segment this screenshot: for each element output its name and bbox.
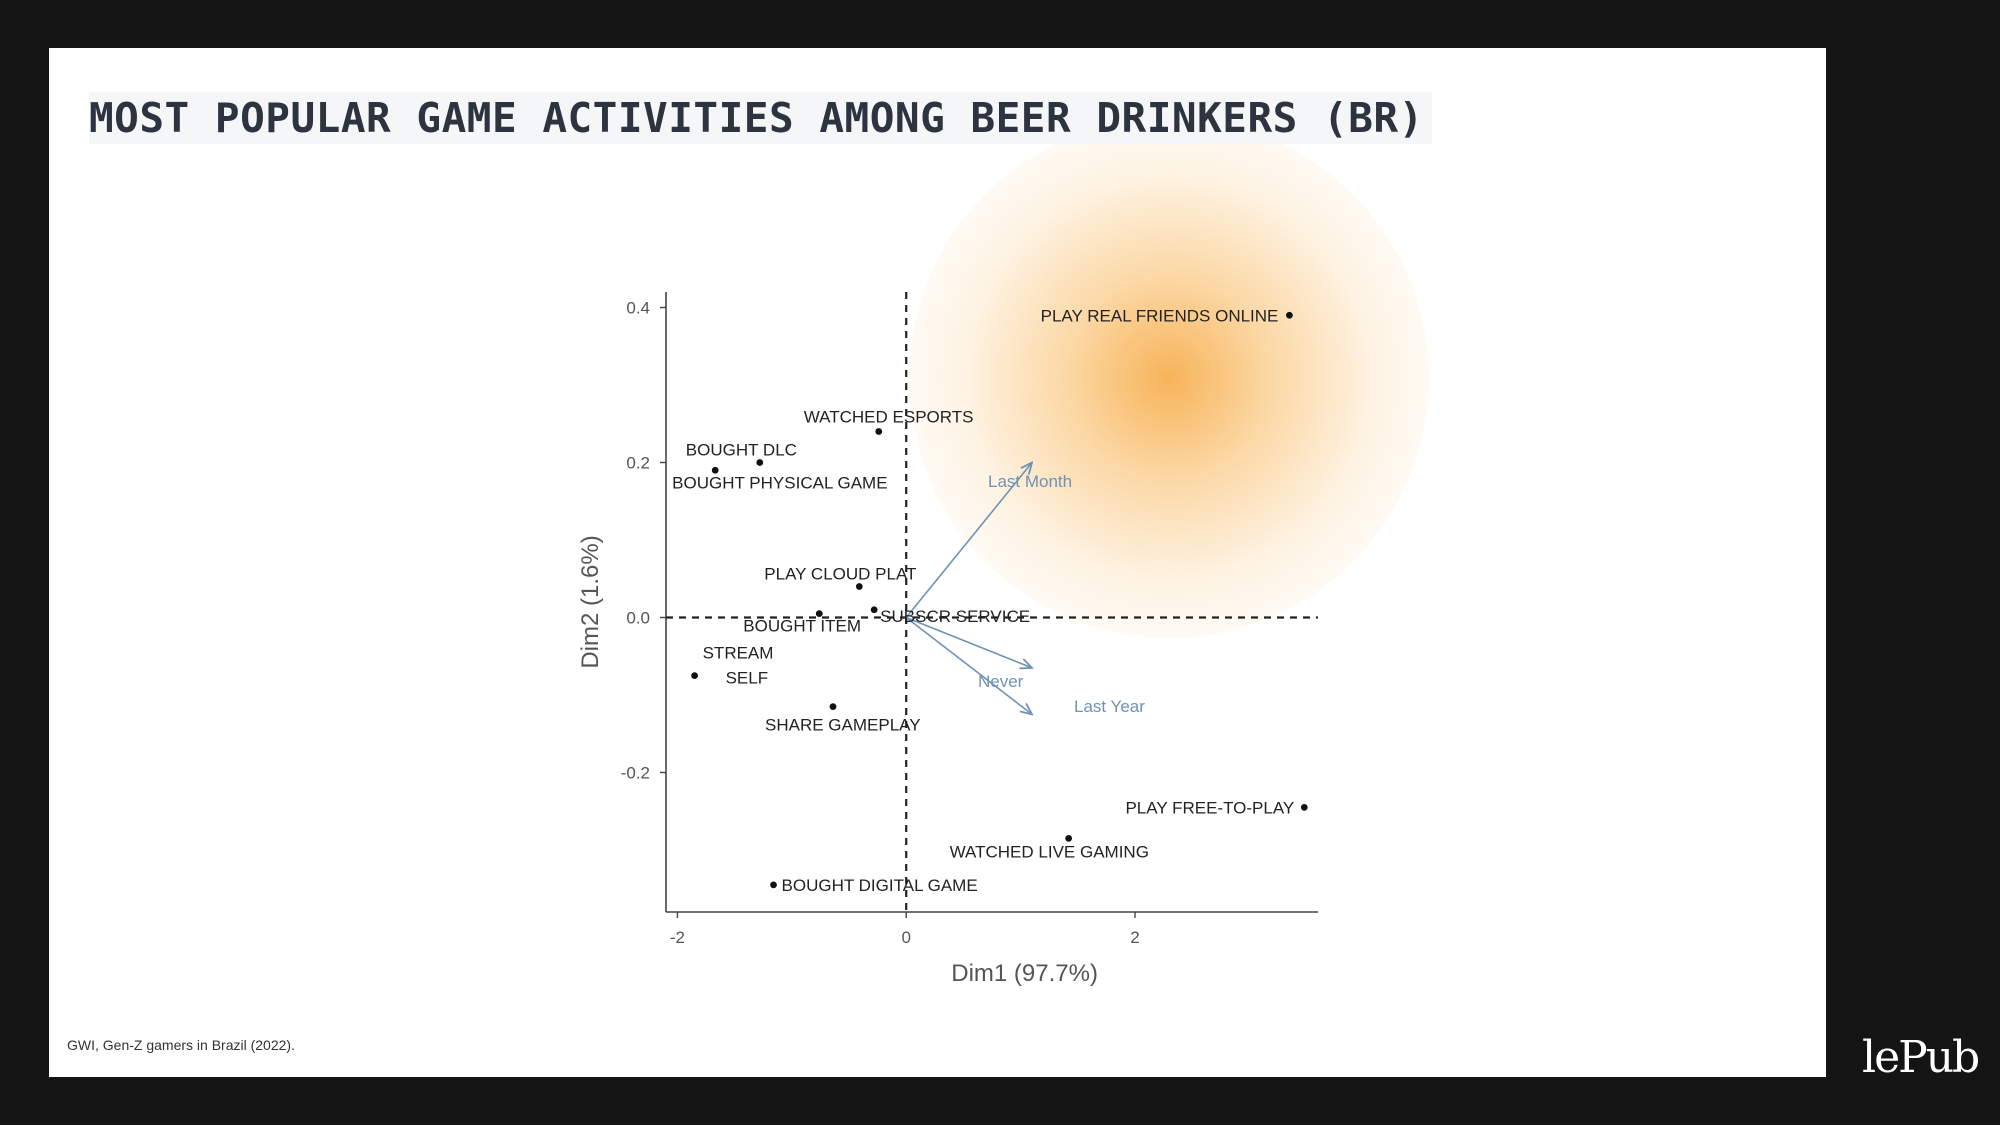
arrow-vector <box>905 616 1032 715</box>
point-label: PLAY FREE-TO-PLAY <box>1125 798 1294 817</box>
point-label: STREAM <box>703 644 774 663</box>
y-tick-label: -0.2 <box>621 764 650 783</box>
data-point <box>829 703 837 711</box>
y-tick-label: 0.2 <box>626 454 650 473</box>
point-label: WATCHED LIVE GAMING <box>950 842 1149 861</box>
arrow-label: Never <box>978 672 1024 691</box>
point-label: WATCHED ESPORTS <box>804 408 974 427</box>
point-label: SELF <box>726 669 769 688</box>
arrow-vector <box>905 463 1032 619</box>
y-tick-label: 0.4 <box>626 299 650 318</box>
data-point <box>875 428 883 435</box>
x-tick-label: -2 <box>670 928 685 947</box>
point-label: PLAY CLOUD PLAT <box>764 565 916 584</box>
x-axis-title: Dim1 (97.7%) <box>951 960 1098 987</box>
x-tick-label: 2 <box>1130 928 1139 947</box>
data-point <box>770 881 777 889</box>
source-note: GWI, Gen-Z gamers in Brazil (2022). <box>67 1037 295 1053</box>
x-tick-label: 0 <box>901 928 910 947</box>
title-banner: MOST POPULAR GAME ACTIVITIES AMONG BEER … <box>89 92 1432 144</box>
data-point <box>691 672 698 680</box>
data-point <box>711 466 719 474</box>
point-label: SUBSCR SERVICE <box>880 607 1030 626</box>
arrow-vector <box>905 616 1032 668</box>
point-label: BOUGHT ITEM <box>743 617 861 636</box>
point-label: PLAY REAL FRIENDS ONLINE <box>1041 306 1279 325</box>
data-point <box>815 610 823 618</box>
brand-logo: lePub <box>1862 1032 1980 1083</box>
page-title: MOST POPULAR GAME ACTIVITIES AMONG BEER … <box>89 94 1424 142</box>
point-label: BOUGHT DLC <box>686 441 797 460</box>
data-point <box>855 583 863 590</box>
data-point <box>756 459 764 466</box>
arrow-label: Last Month <box>988 472 1072 491</box>
point-label: BOUGHT PHYSICAL GAME <box>672 473 887 492</box>
arrow-label: Last Year <box>1074 697 1145 716</box>
data-point <box>1300 803 1308 811</box>
y-axis-title: Dim2 (1.6%) <box>577 535 604 668</box>
data-point <box>1286 311 1293 319</box>
point-label: SHARE GAMEPLAY <box>765 716 921 735</box>
data-point <box>1065 834 1073 842</box>
y-tick-label: 0.0 <box>626 609 650 628</box>
point-label: BOUGHT DIGITAL GAME <box>782 876 978 895</box>
data-point <box>870 606 878 614</box>
